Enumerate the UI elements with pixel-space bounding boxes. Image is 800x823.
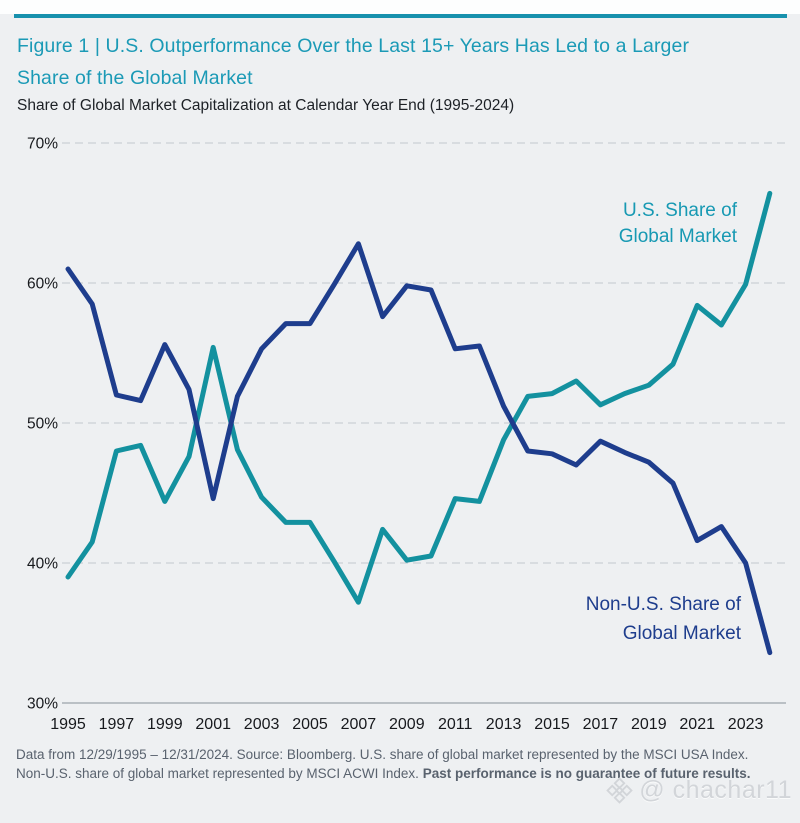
watermark-handle: @ chachar11 [639,776,792,804]
non-us-share-line-label: Global Market [623,623,742,644]
x-axis-tick-label: 2009 [389,716,425,733]
x-axis-tick-label: 2021 [679,716,715,733]
y-axis-tick-label: 60% [27,276,58,293]
accent-bar [14,14,787,18]
footnote-text: Data from 12/29/1995 – 12/31/2024. Sourc… [16,747,749,781]
y-axis-tick-label: 50% [27,416,58,433]
footnote: Data from 12/29/1995 – 12/31/2024. Sourc… [16,745,780,783]
watermark: @ chachar11 [606,776,792,805]
y-axis-tick-label: 70% [27,136,58,153]
us-share-line-label: Global Market [619,226,738,247]
non-us-share-line-label: Non-U.S. Share of [586,594,742,615]
figure-title: Figure 1 | U.S. Outperformance Over the … [17,30,792,94]
x-axis-tick-label: 2011 [438,716,473,733]
footnote-disclaimer: Past performance is no guarantee of futu… [422,766,751,781]
x-axis-tick-label: 2001 [195,716,231,733]
us-share-line [65,190,773,605]
x-axis-tick-label: 2019 [631,716,667,733]
figure-title-line1: Figure 1 | U.S. Outperformance Over the … [17,35,690,57]
x-axis-tick-label: 2007 [341,716,377,733]
x-axis-tick-label: 1997 [99,716,135,733]
x-axis-tick-label: 2023 [728,716,764,733]
x-axis-tick-label: 2015 [534,716,570,733]
diamond-logo-icon [606,777,634,804]
x-axis-tick-label: 2003 [244,716,280,733]
x-axis-tick-label: 1995 [50,716,86,733]
y-axis-tick-label: 40% [27,556,58,573]
non-us-share-line [65,241,773,656]
x-axis-tick-label: 2005 [292,716,328,733]
top-strip [0,0,800,14]
x-axis-tick-label: 1999 [147,716,183,733]
figure-title-line2: Share of the Global Market [17,67,253,89]
figure-subtitle: Share of Global Market Capitalization at… [17,97,515,114]
us-share-line-label: U.S. Share of [623,200,738,221]
x-axis-tick-label: 2013 [486,716,522,733]
x-axis-tick-label: 2017 [583,716,619,733]
y-axis-tick-label: 30% [27,696,58,713]
